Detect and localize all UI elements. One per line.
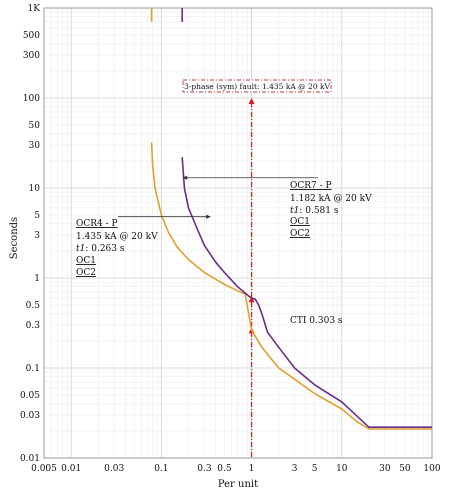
y-tick-label: 300 xyxy=(23,51,40,61)
y-tick-label: 0.3 xyxy=(26,321,41,331)
ocr4-time-label: t1 xyxy=(76,244,85,254)
ocr7-title[interactable]: OCR7 - P xyxy=(290,181,332,191)
ocr7-time: t1: 0.581 s xyxy=(290,206,339,216)
curve-group xyxy=(150,8,432,430)
y-tick-label: 5 xyxy=(34,211,40,221)
ocr7-time-value: : 0.581 s xyxy=(299,206,339,216)
y-axis-title: Seconds xyxy=(9,217,20,259)
ocr7-oc2-link[interactable]: OC2 xyxy=(290,229,310,239)
minor-grid xyxy=(43,8,432,458)
x-tick-label: 10 xyxy=(336,464,348,474)
x-tick-label: 100 xyxy=(423,464,440,474)
y-tick-label: 0.01 xyxy=(20,454,40,464)
y-tick-label: 0.03 xyxy=(20,411,40,421)
y-tick-label: 30 xyxy=(29,141,41,151)
x-tick-label: 0.1 xyxy=(154,464,168,474)
ocr7-time-label: t1 xyxy=(290,206,299,216)
x-tick-label: 3 xyxy=(292,464,298,474)
y-tick-label: 50 xyxy=(29,121,41,131)
x-axis-title: Per unit xyxy=(218,479,258,490)
y-tick-label: 3 xyxy=(34,231,40,241)
ocr4-title[interactable]: OCR4 - P xyxy=(76,219,118,229)
x-tick-label: 0.5 xyxy=(217,464,232,474)
fault-label-text: 3-phase (sym) fault: 1.435 kA @ 20 kV xyxy=(184,82,330,91)
curve-ocr7-p xyxy=(181,157,432,429)
y-tick-label: 500 xyxy=(23,31,40,41)
fault-label-box xyxy=(182,79,332,93)
ocr4-oc1-link[interactable]: OC1 xyxy=(76,256,96,266)
y-tick-label: 0.1 xyxy=(26,364,40,374)
y-tick-label: 0.05 xyxy=(20,391,40,401)
x-tick-label: 50 xyxy=(399,464,411,474)
x-tick-label: 5 xyxy=(312,464,318,474)
ocr4-time-value: : 0.263 s xyxy=(85,244,125,254)
annotation-group: OCR4 - P 1.435 kA @ 20 kV t1: 0.263 s OC… xyxy=(76,175,372,326)
ocr4-leader-arrowhead xyxy=(206,214,212,219)
y-tick-label: 1K xyxy=(28,4,41,14)
y-tick-label: 100 xyxy=(23,94,40,104)
x-tick-label: 1 xyxy=(249,464,255,474)
x-tick-label: 0.03 xyxy=(104,464,124,474)
curve-ocr4-p xyxy=(150,142,432,430)
y-tick-label: 10 xyxy=(29,184,41,194)
ocr7-current: 1.182 kA @ 20 kV xyxy=(290,194,372,204)
ocr4-oc2-link[interactable]: OC2 xyxy=(76,268,96,278)
fault-line-arrowhead xyxy=(248,98,255,104)
fault-marker-ocr7 xyxy=(248,296,255,303)
ocr4-time: t1: 0.263 s xyxy=(76,244,125,254)
y-tick-label: 1 xyxy=(34,274,40,284)
fault-label-group: 3-phase (sym) fault: 1.435 kA @ 20 kV xyxy=(182,79,332,93)
ocr4-current: 1.435 kA @ 20 kV xyxy=(76,232,158,242)
ocr7-leader-arrowhead xyxy=(182,175,188,180)
plot-area-frame xyxy=(43,7,433,459)
y-tick-label: 0.5 xyxy=(26,301,41,311)
ocr7-oc1-link[interactable]: OC1 xyxy=(290,217,310,227)
cti-label: CTI 0.303 s xyxy=(290,316,343,326)
x-tick-label: 30 xyxy=(379,464,391,474)
x-tick-label: 0.3 xyxy=(197,464,212,474)
x-tick-label: 0.01 xyxy=(61,464,81,474)
x-tick-label: 0.005 xyxy=(31,464,57,474)
axis-tick-labels: 0.005 0.01 0.03 0.1 0.3 0.5 1 3 5 10 30 50 1001K5003… xyxy=(20,4,441,474)
